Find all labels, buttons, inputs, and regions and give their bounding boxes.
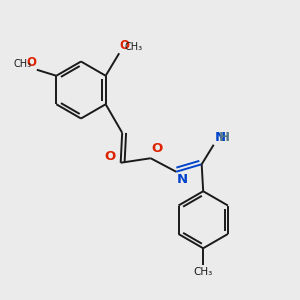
- Text: CH₃: CH₃: [13, 58, 32, 69]
- Text: O: O: [26, 56, 36, 69]
- Text: N: N: [214, 130, 225, 144]
- Text: O: O: [104, 150, 116, 163]
- Text: CH₃: CH₃: [124, 42, 143, 52]
- Text: N: N: [177, 173, 188, 186]
- Text: H: H: [219, 130, 230, 144]
- Text: CH₃: CH₃: [194, 267, 213, 277]
- Text: O: O: [151, 142, 163, 155]
- Text: O: O: [120, 39, 130, 52]
